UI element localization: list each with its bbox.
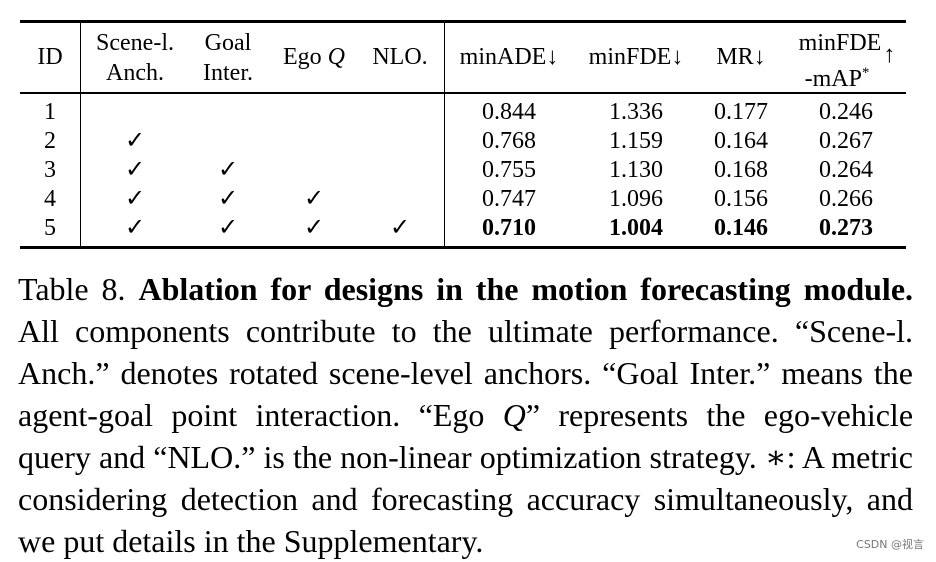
cell-minfde: 1.159 bbox=[609, 128, 663, 154]
cell-mr: 0.146 bbox=[714, 215, 768, 241]
check-icon: ✓ bbox=[217, 215, 239, 241]
caption-title: Ablation for designs in the motion forec… bbox=[138, 271, 914, 307]
cell-id: 3 bbox=[44, 157, 56, 183]
table-top-rule bbox=[20, 20, 906, 23]
cell-id: 1 bbox=[44, 99, 56, 125]
cell-mr: 0.177 bbox=[714, 99, 768, 125]
cell-id: 4 bbox=[44, 186, 56, 212]
caption-sentence-2: “Scene-l. Anch.” denotes rotated scene-l… bbox=[18, 313, 914, 391]
caption-ego-open: “Ego bbox=[418, 397, 503, 433]
header-ego-q: Ego Q bbox=[282, 44, 345, 70]
check-icon: ✓ bbox=[124, 186, 146, 212]
table-bottom-rule bbox=[20, 246, 906, 249]
check-icon: ✓ bbox=[303, 215, 325, 241]
header-minade: minADE↓ bbox=[459, 44, 559, 70]
header-nlo: NLO. bbox=[372, 44, 428, 70]
table-header-rule bbox=[20, 92, 906, 94]
cell-id: 2 bbox=[44, 128, 56, 154]
cell-mfde: 0.264 bbox=[819, 157, 873, 183]
caption-star: ∗ bbox=[764, 439, 787, 475]
check-icon: ✓ bbox=[389, 215, 411, 241]
header-goal-inter: Goal Inter. bbox=[203, 30, 253, 86]
watermark: CSDN @视言 bbox=[856, 538, 924, 551]
cell-minade: 0.747 bbox=[482, 186, 536, 212]
cell-minfde: 1.004 bbox=[609, 215, 663, 241]
up-arrow-icon: ↑ bbox=[883, 42, 896, 68]
cell-minfde: 1.096 bbox=[609, 186, 663, 212]
header-id: ID bbox=[37, 44, 63, 70]
check-icon: ✓ bbox=[217, 157, 239, 183]
caption-sentence-3: “Goal Inter.” means the agent-goal point… bbox=[18, 355, 913, 433]
cell-mr: 0.168 bbox=[714, 157, 768, 183]
cell-mr: 0.164 bbox=[714, 128, 768, 154]
check-icon: ✓ bbox=[217, 186, 239, 212]
cell-mr: 0.156 bbox=[714, 186, 768, 212]
col-separator-metrics bbox=[444, 22, 445, 246]
header-scene-anchor: Scene-l. Anch. bbox=[96, 30, 174, 86]
cell-mfde: 0.267 bbox=[819, 128, 873, 154]
check-icon: ✓ bbox=[124, 157, 146, 183]
caption-sentence-1: All components contribute to the ultimat… bbox=[18, 313, 779, 349]
cell-minade: 0.755 bbox=[482, 157, 536, 183]
cell-minade: 0.844 bbox=[482, 99, 536, 125]
cell-minfde: 1.336 bbox=[609, 99, 663, 125]
header-mr: MR↓ bbox=[716, 44, 766, 70]
cell-mfde: 0.246 bbox=[819, 99, 873, 125]
caption-footnote: : A metric considering detection and for… bbox=[18, 439, 914, 559]
caption-ego-q: Q bbox=[502, 397, 526, 433]
cell-mfde: 0.273 bbox=[819, 215, 873, 241]
caption-ego-rest: ” represents the ego-vehicle query and “… bbox=[18, 397, 914, 475]
cell-mfde: 0.266 bbox=[819, 186, 873, 212]
header-minfde: minFDE↓ bbox=[588, 44, 684, 70]
cell-minfde: 1.130 bbox=[609, 157, 663, 183]
check-icon: ✓ bbox=[303, 186, 325, 212]
check-icon: ✓ bbox=[124, 128, 146, 154]
header-minfde-map: minFDE↑ -mAP* bbox=[798, 30, 896, 92]
check-icon: ✓ bbox=[124, 215, 146, 241]
cell-id: 5 bbox=[44, 215, 56, 241]
col-separator-id bbox=[80, 22, 81, 246]
cell-minade: 0.768 bbox=[482, 128, 536, 154]
table-caption: Table 8. Ablation for designs in the mot… bbox=[18, 268, 913, 562]
caption-label: Table 8. bbox=[18, 271, 126, 307]
cell-minade: 0.710 bbox=[482, 215, 536, 241]
